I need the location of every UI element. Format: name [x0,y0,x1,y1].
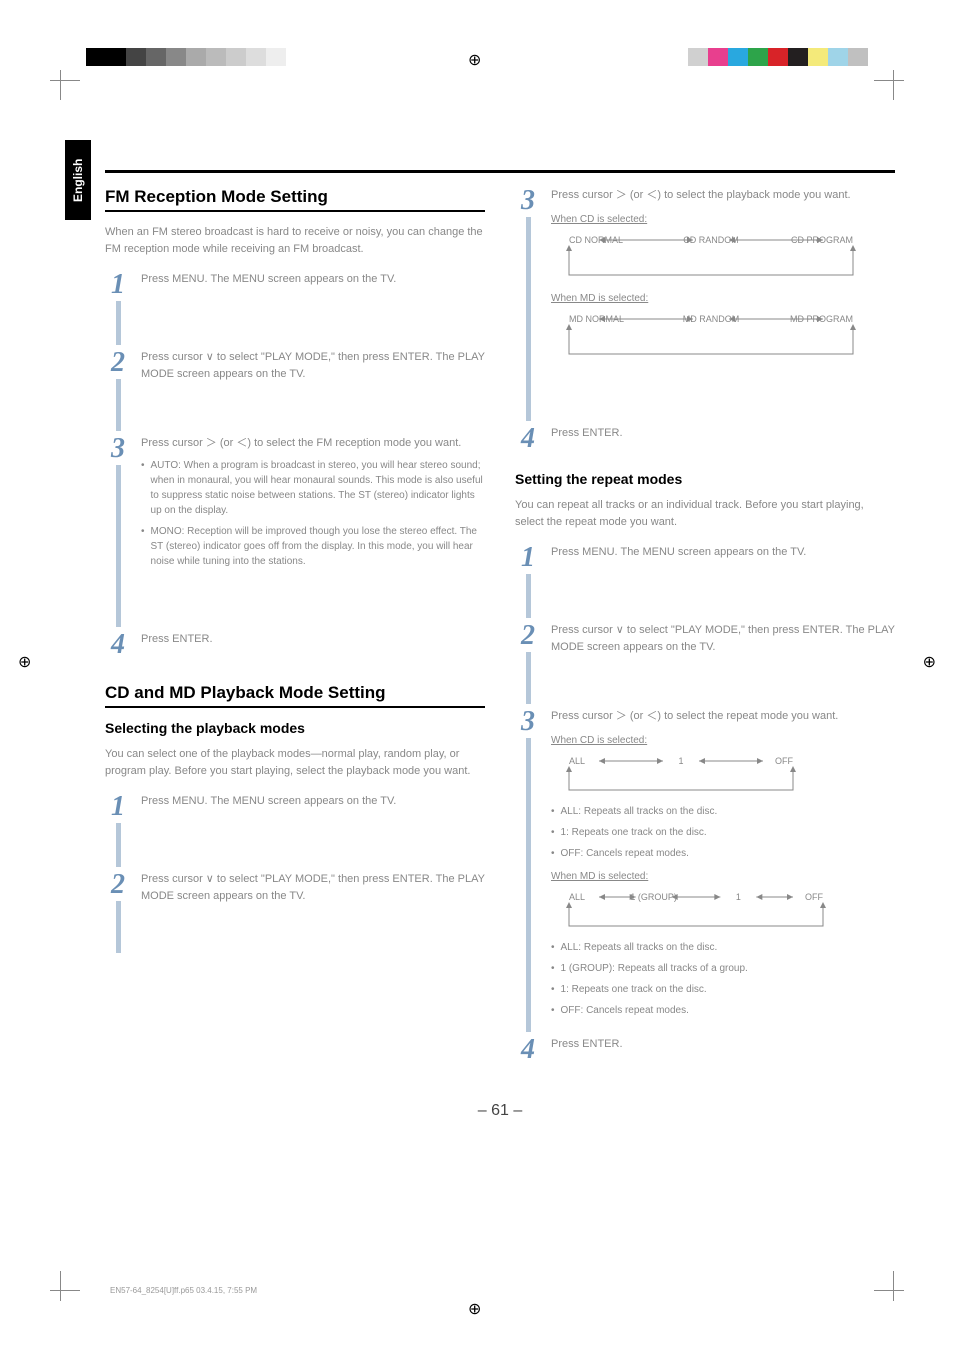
step-body: Press cursor ＞ (or ＜) to select the repe… [541,708,895,1018]
step-body: Press ENTER. [131,631,485,648]
right-column: 3 Press cursor ＞ (or ＜) to select the pl… [515,187,895,1076]
top-rule [105,170,895,173]
flow-label: When CD is selected: [551,733,895,748]
svg-text:ALL: ALL [569,892,585,902]
step-body: Press cursor ∨ to select "PLAY MODE," th… [131,871,485,904]
registration-mark-top: ⊕ [468,50,481,70]
flow-diagram: MD NORMALMD RANDOMMD PROGRAM [551,310,871,362]
step-body: Press cursor ＞ (or ＜) to select the play… [541,187,895,362]
step-body: Press MENU. The MENU screen appears on t… [131,271,485,288]
section-title-cdmd: CD and MD Playback Mode Setting [105,683,485,708]
repeat-intro: You can repeat all tracks or an individu… [515,497,895,530]
step-number: 1 [521,544,535,572]
step-body: Press MENU. The MENU screen appears on t… [131,793,485,810]
svg-text:ALL: ALL [569,756,585,766]
step-body: Press cursor ＞ (or ＜) to select the FM r… [131,435,485,569]
registration-mark-left: ⊕ [18,652,31,672]
crop-mark [60,1261,90,1291]
step-number: 1 [111,271,125,299]
step-number: 4 [521,425,535,453]
flow-label: When CD is selected: [551,212,895,227]
step-body: Press cursor ∨ to select "PLAY MODE," th… [541,622,895,655]
step-number: 3 [111,435,125,463]
flow-diagram: ALL 1 (GROUP) 1 OFF [551,888,841,934]
step-body: Press cursor ∨ to select "PLAY MODE," th… [131,349,485,382]
flow-label: When MD is selected: [551,291,895,306]
crop-mark [60,80,90,110]
fm-intro: When an FM stereo broadcast is hard to r… [105,224,485,257]
svg-text:OFF: OFF [805,892,823,902]
color-bar-right [688,48,868,66]
section-title-fm: FM Reception Mode Setting [105,187,485,212]
registration-mark-bottom: ⊕ [468,1299,481,1319]
crop-mark [864,1261,894,1291]
step-body: Press ENTER. [541,425,895,442]
registration-mark-right: ⊕ [923,652,936,672]
cdmd-intro: You can select one of the playback modes… [105,746,485,779]
svg-text:1: 1 [678,756,683,766]
footer-note: EN57-64_8254[U]ff.p65 03.4.15, 7:55 PM [110,1286,257,1295]
color-bar-left [86,48,286,66]
flow-label: When MD is selected: [551,869,895,884]
step-number: 4 [111,631,125,659]
step-body: Press MENU. The MENU screen appears on t… [541,544,895,561]
svg-text:1 (GROUP): 1 (GROUP) [630,892,677,902]
subsection-title: Setting the repeat modes [515,471,895,487]
subsection-title: Selecting the playback modes [105,720,485,736]
step-body: Press ENTER. [541,1036,895,1053]
step-number: 3 [521,708,535,736]
page-number: – 61 – [105,1102,895,1120]
language-tab: English [65,140,91,220]
step-number: 3 [521,187,535,215]
left-column: FM Reception Mode Setting When an FM ste… [105,187,485,1076]
svg-text:OFF: OFF [775,756,793,766]
step-number: 4 [521,1036,535,1064]
flow-diagram: CD NORMALCD RANDOMCD PROGRAM [551,231,871,283]
crop-mark [864,80,894,110]
svg-text:1: 1 [736,892,741,902]
step-number: 2 [111,871,125,899]
step-number: 1 [111,793,125,821]
step-number: 2 [111,349,125,377]
step-number: 2 [521,622,535,650]
flow-diagram: ALL 1 OFF [551,752,811,798]
